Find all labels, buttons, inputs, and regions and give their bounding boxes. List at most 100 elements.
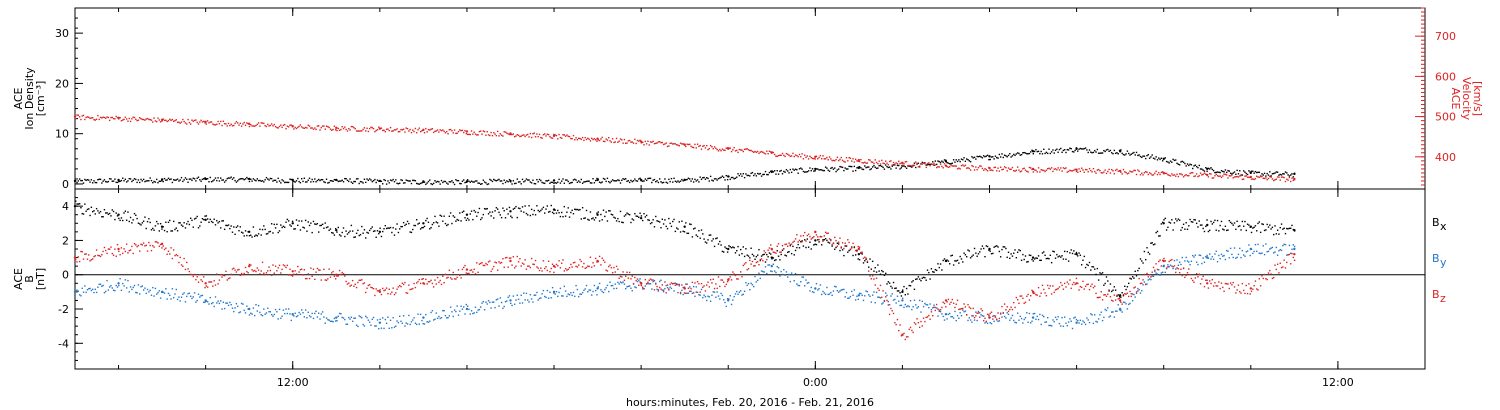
data-dot <box>1229 172 1232 174</box>
data-dot <box>1267 272 1270 274</box>
data-dot <box>366 231 368 234</box>
data-dot <box>189 217 192 220</box>
data-dot <box>1053 321 1055 323</box>
data-dot <box>1150 276 1152 278</box>
data-dot <box>589 256 592 258</box>
data-dot <box>820 293 823 296</box>
data-dot <box>295 273 298 275</box>
data-dot <box>472 312 474 315</box>
data-dot <box>653 226 656 228</box>
data-dot <box>226 302 228 304</box>
data-dot <box>240 231 243 233</box>
data-dot <box>1128 172 1130 174</box>
data-dot <box>678 221 680 223</box>
data-dot <box>237 225 239 227</box>
data-dot <box>648 219 650 222</box>
data-dot <box>1155 272 1157 274</box>
data-dot <box>1261 173 1263 175</box>
data-dot <box>1035 169 1037 172</box>
data-dot <box>836 169 839 171</box>
data-dot <box>533 182 535 185</box>
data-dot <box>425 183 427 186</box>
data-dot <box>666 227 669 230</box>
data-dot <box>916 318 918 320</box>
data-dot <box>1265 175 1267 177</box>
data-dot <box>432 319 435 321</box>
data-dot <box>1236 289 1238 291</box>
data-dot <box>307 311 309 313</box>
data-dot <box>167 250 170 252</box>
data-dot <box>302 274 304 276</box>
data-dot <box>576 139 579 141</box>
data-point <box>335 316 338 319</box>
data-dot <box>123 212 125 214</box>
data-dot <box>985 320 987 323</box>
data-point <box>465 180 469 183</box>
data-dot <box>716 148 718 151</box>
data-dot <box>137 244 140 247</box>
data-dot <box>1148 278 1151 280</box>
data-dot <box>1156 230 1159 233</box>
data-dot <box>1241 220 1244 223</box>
data-dot <box>234 122 236 125</box>
data-dot <box>813 170 815 172</box>
data-dot <box>1195 273 1198 275</box>
data-dot <box>905 305 908 308</box>
data-dot <box>724 301 726 304</box>
data-dot <box>1103 294 1105 296</box>
data-dot <box>536 291 538 294</box>
data-dot <box>952 165 955 167</box>
data-dot <box>1040 150 1042 153</box>
data-dot <box>319 224 321 227</box>
data-dot <box>973 247 976 250</box>
data-dot <box>162 245 164 247</box>
data-dot <box>980 165 982 167</box>
data-dot <box>1131 293 1134 295</box>
data-dot <box>1173 222 1176 224</box>
data-dot <box>1095 292 1097 295</box>
data-dot <box>1267 177 1270 180</box>
data-dot <box>674 230 677 233</box>
data-dot <box>1069 318 1071 320</box>
data-dot <box>686 232 688 234</box>
data-dot <box>980 308 982 310</box>
data-dot <box>1250 178 1253 180</box>
data-dot <box>562 178 564 180</box>
data-dot <box>1105 172 1108 175</box>
data-dot <box>702 145 704 148</box>
data-dot <box>1050 293 1053 295</box>
data-dot <box>941 313 943 315</box>
data-dot <box>801 153 803 155</box>
data-dot <box>1101 152 1104 154</box>
data-dot <box>321 223 324 226</box>
data-dot <box>871 275 874 277</box>
data-dot <box>815 283 818 285</box>
data-dot <box>274 125 277 128</box>
data-point <box>509 210 512 213</box>
data-dot <box>580 138 582 141</box>
data-dot <box>429 179 431 181</box>
data-dot <box>1237 253 1240 256</box>
data-dot <box>234 307 236 309</box>
data-dot <box>1026 170 1028 173</box>
data-dot <box>1047 168 1049 170</box>
data-dot <box>1088 167 1091 170</box>
data-dot <box>387 227 389 229</box>
data-dot <box>434 279 436 281</box>
data-dot <box>527 179 529 181</box>
data-dot <box>1278 176 1280 178</box>
data-dot <box>282 225 285 228</box>
data-dot <box>973 169 976 171</box>
data-dot <box>691 281 694 284</box>
data-dot <box>157 242 159 244</box>
data-point <box>378 230 382 234</box>
data-dot <box>1006 170 1008 172</box>
data-dot <box>635 215 637 217</box>
data-dot <box>464 130 466 132</box>
data-dot <box>1164 217 1166 220</box>
data-dot <box>142 289 145 291</box>
data-dot <box>802 235 805 237</box>
data-dot <box>118 217 120 220</box>
data-dot <box>834 248 836 250</box>
data-dot <box>1186 272 1189 274</box>
